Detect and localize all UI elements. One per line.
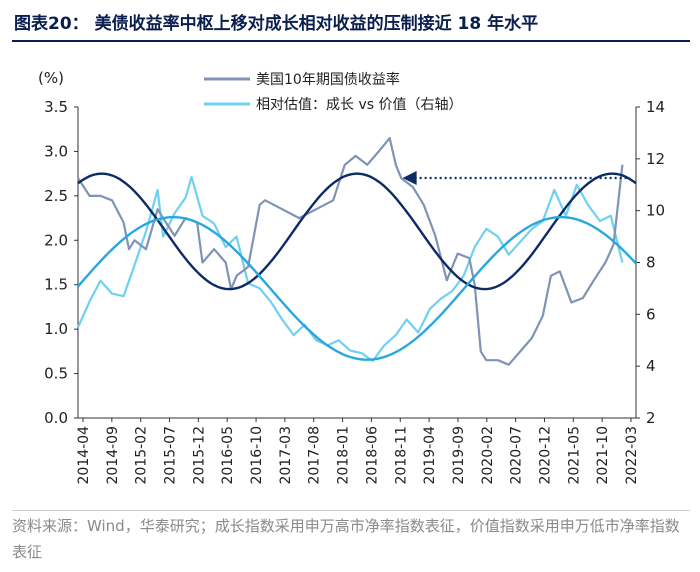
x-tick-label: 2016-10 — [249, 426, 265, 485]
title-divider — [12, 40, 690, 42]
x-tick-label: 2015-12 — [191, 426, 207, 485]
left-tick-label: 2.0 — [44, 231, 68, 249]
right-tick-label: 2 — [646, 409, 656, 427]
x-tick-label: 2019-04 — [422, 426, 438, 485]
left-tick-label: 3.0 — [44, 142, 68, 160]
yield-series-line — [77, 137, 624, 366]
left-tick-label: 2.5 — [44, 187, 68, 205]
right-tick-label: 10 — [646, 202, 665, 220]
x-tick-label: 2020-12 — [537, 426, 553, 485]
x-tick-label: 2019-09 — [451, 426, 467, 485]
chart-canvas: 0.0 0.5 1.0 1.5 2.0 2.5 3.0 3.5 (%) 2 4 6 8 10 12 14 201… — [38, 69, 665, 485]
right-tick-label: 8 — [646, 254, 656, 272]
valuation-trend-cycle — [77, 215, 637, 361]
right-tick-label: 6 — [646, 305, 656, 323]
x-tick-label: 2017-03 — [278, 426, 294, 485]
chart-title: 图表20： 美债收益率中枢上移对成长相对收益的压制接近 18 年水平 — [14, 14, 539, 34]
x-tick-label: 2014-04 — [76, 426, 92, 485]
x-tick-label: 2020-07 — [509, 426, 525, 485]
left-tick-label: 0.0 — [44, 409, 68, 427]
source-divider — [12, 510, 690, 511]
x-tick-label: 2021-05 — [566, 426, 582, 485]
right-tick-label: 4 — [646, 357, 656, 375]
left-tick-label: 0.5 — [44, 365, 68, 383]
x-tick-label: 2020-02 — [480, 426, 496, 485]
x-tick-label: 2014-09 — [105, 426, 121, 485]
x-tick-label: 2021-10 — [595, 426, 611, 485]
yield-trend-cycle — [77, 172, 637, 291]
x-tick-label: 2016-05 — [220, 426, 236, 485]
valuation-series-line — [76, 175, 624, 363]
reference-arrow-head — [402, 171, 417, 185]
x-tick-label: 2018-11 — [393, 426, 409, 485]
x-tick-label: 2018-01 — [336, 426, 352, 485]
x-tick-label: 2015-07 — [163, 426, 179, 485]
x-tick-label: 2022-03 — [624, 426, 640, 485]
source-note: 资料来源：Wind，华泰研究；成长指数采用申万高市净率指数表征，价值指数采用申万… — [12, 517, 680, 561]
left-tick-label: 1.0 — [44, 320, 68, 338]
x-tick-label: 2017-08 — [307, 426, 323, 485]
x-tick-label: 2018-06 — [364, 426, 380, 485]
x-tick-label: 2015-02 — [134, 426, 150, 485]
title-bar: 图表20： 美债收益率中枢上移对成长相对收益的压制接近 18 年水平 — [0, 0, 700, 42]
left-tick-label: 1.5 — [44, 276, 68, 294]
left-tick-label: 3.5 — [44, 98, 68, 116]
legend-label-valuation: 相对估值：成长 vs 价值（右轴） — [256, 97, 462, 113]
right-tick-label: 12 — [646, 150, 665, 168]
right-tick-label: 14 — [646, 98, 665, 116]
legend-label-yield: 美国10年期国债收益率 — [256, 71, 400, 88]
left-axis-unit: (%) — [38, 69, 64, 87]
